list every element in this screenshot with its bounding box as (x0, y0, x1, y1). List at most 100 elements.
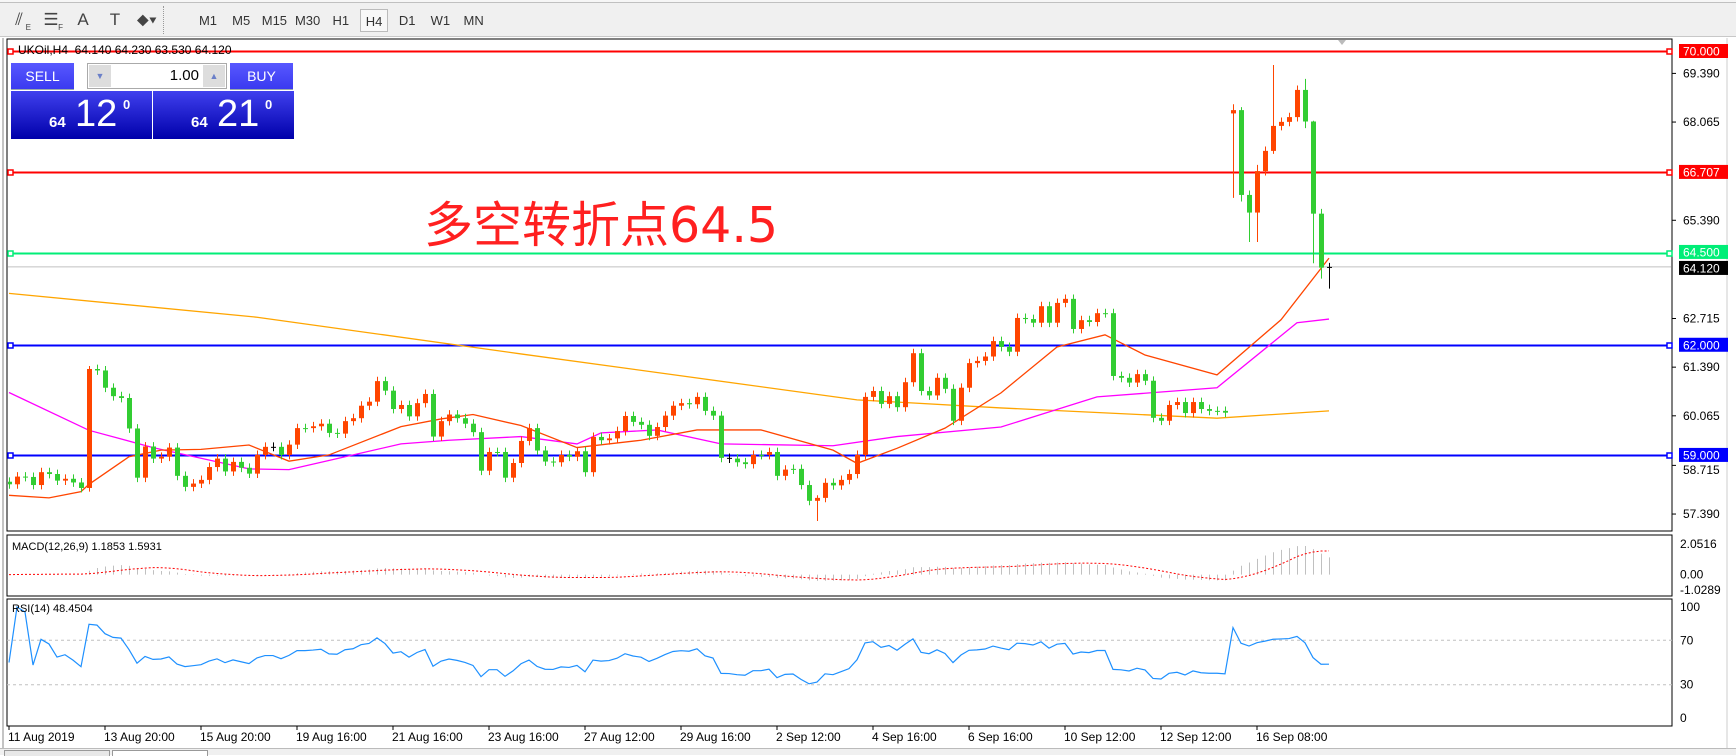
timeframe-m5[interactable]: M5 (232, 13, 251, 28)
candle (423, 389, 428, 408)
candle (503, 447, 508, 483)
level-handle (1666, 452, 1673, 459)
timeframe-m15[interactable]: M15 (261, 13, 288, 28)
sell-button[interactable]: SELL (11, 63, 74, 90)
chart-shift-marker (1338, 40, 1346, 45)
candle (735, 454, 740, 467)
price-tick-label: 69.390 (1683, 66, 1720, 80)
candle (439, 416, 444, 441)
candle-body (1127, 377, 1132, 383)
candle (71, 474, 76, 487)
timeframe-m1[interactable]: M1 (198, 13, 218, 28)
candle (223, 454, 228, 476)
candle-body (1015, 317, 1020, 352)
candle (951, 384, 956, 426)
candle-body (1239, 110, 1244, 195)
arrows-dropdown-icon[interactable]: ⬥▾ (136, 10, 158, 29)
level-handle (7, 48, 14, 55)
candle (335, 428, 340, 439)
timeframe-h4[interactable]: H4 (360, 9, 388, 32)
bottom-tabs (0, 748, 1736, 756)
candle-body (1175, 402, 1180, 405)
candle-body (671, 405, 676, 416)
candle-body (919, 353, 924, 392)
candle-body (479, 432, 484, 471)
text-icon[interactable]: A (77, 10, 89, 29)
candle (919, 348, 924, 396)
candle-body (79, 482, 84, 488)
chart-tab-active[interactable] (112, 750, 208, 756)
candle-body (775, 451, 780, 476)
fibonacci-grid-icon[interactable]: ☰ F (43, 10, 63, 32)
candle (1287, 112, 1292, 127)
candle (1319, 208, 1324, 279)
candle-body (191, 483, 196, 487)
candle-body (607, 438, 612, 441)
main-pane-border (6, 38, 1673, 532)
candle-body (1119, 375, 1124, 378)
text-label-icon[interactable]: T (109, 10, 121, 29)
candle (15, 472, 20, 489)
candle-body (231, 461, 236, 472)
candle-body (71, 478, 76, 483)
candle-body (871, 391, 876, 397)
rsi-tick-label: 30 (1680, 678, 1694, 692)
candle (327, 419, 332, 438)
candle-body (975, 360, 980, 364)
candle (1295, 85, 1300, 122)
sell-price[interactable]: 64 12 0 (11, 91, 152, 139)
fibonacci-fan-icon[interactable]: ⫽ E (15, 10, 31, 32)
date-tick-label: 6 Sep 16:00 (968, 730, 1033, 744)
level-price-label-bg (1679, 244, 1728, 259)
volume-up-button[interactable]: ▲ (203, 65, 225, 87)
timeframe-w1[interactable]: W1 (430, 13, 451, 28)
volume-spinner[interactable]: ▼ 1.00 ▲ (87, 63, 227, 89)
current-price-label: 64.120 (1683, 261, 1720, 275)
volume-input[interactable]: 1.00 (169, 67, 199, 84)
timeframe-d1[interactable]: D1 (398, 13, 416, 28)
chart-tab[interactable] (4, 750, 110, 756)
price-tick-label: 68.065 (1683, 115, 1720, 129)
candle-body (1319, 213, 1324, 268)
candle (935, 373, 940, 400)
timeframe-m30[interactable]: M30 (294, 13, 321, 28)
timeframe-h1[interactable]: H1 (332, 13, 350, 28)
buy-price[interactable]: 64 21 0 (153, 91, 294, 139)
candle (39, 467, 44, 490)
candle (799, 464, 804, 490)
candle-body (223, 458, 228, 472)
candle (655, 422, 660, 441)
candle (351, 413, 356, 426)
candle (527, 423, 532, 446)
candle-body (1111, 313, 1116, 376)
buy-button[interactable]: BUY (230, 63, 293, 90)
candle (1143, 369, 1148, 386)
candle-body (1215, 410, 1220, 412)
candle (599, 432, 604, 445)
timeframe-mn[interactable]: MN (463, 13, 484, 28)
level-handle (7, 452, 14, 459)
candle (711, 406, 716, 421)
candle-body (951, 388, 956, 421)
candle (1183, 397, 1188, 418)
candle-body (1199, 402, 1204, 410)
candle (703, 392, 708, 416)
candle (871, 386, 876, 402)
sell-price-main: 12 (75, 93, 118, 135)
candle (1311, 120, 1316, 264)
candle (303, 423, 308, 433)
candle-body (903, 382, 908, 408)
candle-body (791, 468, 796, 470)
candle (511, 458, 516, 483)
candle-body (303, 428, 308, 430)
candle-body (487, 451, 492, 471)
candle (1327, 262, 1332, 289)
candle (135, 424, 140, 483)
date-tick-label: 13 Aug 20:00 (104, 730, 175, 744)
candle (647, 420, 652, 441)
rsi-tick-label: 100 (1680, 600, 1700, 614)
candle-body (1303, 89, 1308, 122)
candle (463, 413, 468, 429)
volume-down-button[interactable]: ▼ (89, 65, 111, 87)
